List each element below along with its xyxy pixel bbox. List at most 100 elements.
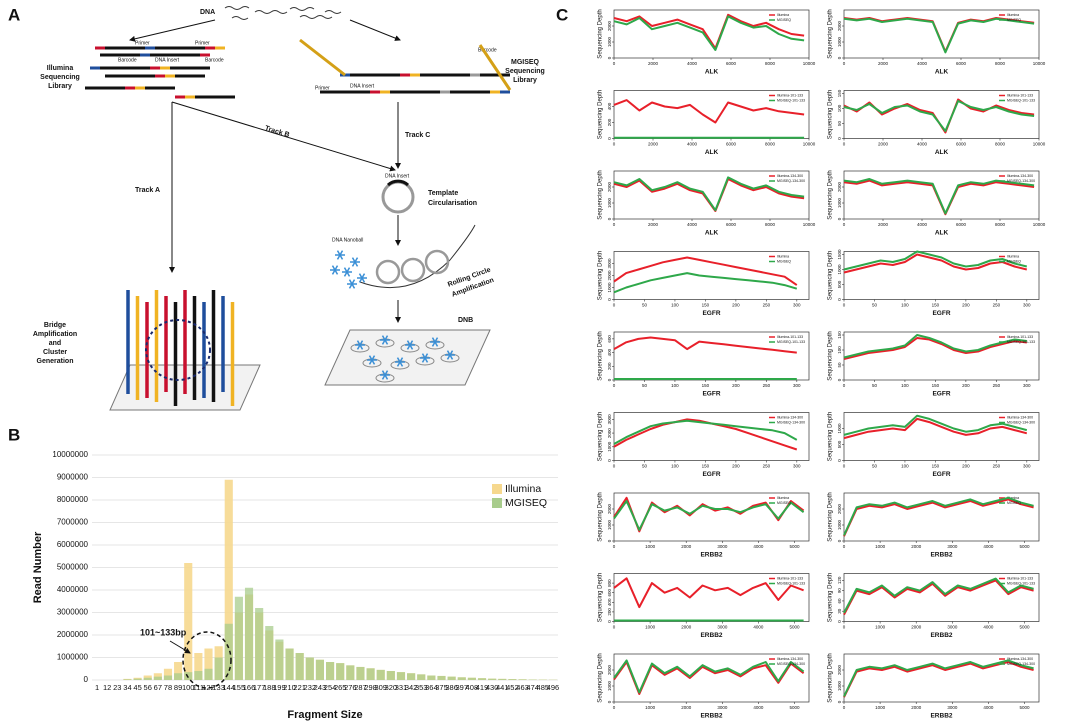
x-tick-label: 364 (425, 683, 438, 692)
x-tick-label: 210 (283, 683, 296, 692)
primer-label: Primer (315, 85, 330, 91)
y-tick-label: 30 (837, 608, 842, 614)
insert-arc (387, 179, 409, 187)
x-tick-label: 8000 (995, 142, 1006, 147)
x-tick-label: 5000 (1020, 544, 1031, 549)
x-tick-label: 4000 (687, 142, 698, 147)
x-tick-label: 1000 (875, 705, 886, 710)
cluster-ring (145, 319, 211, 381)
y-tick-label: 90 (837, 588, 842, 594)
series-line (843, 17, 1035, 54)
bar (244, 587, 254, 680)
x-tick-label: 0 (613, 303, 616, 308)
diagram: A B C DNA Primer Primer Barcode Barcode … (8, 5, 568, 444)
y-tick-label: 600 (607, 335, 612, 343)
y-tick-label: 0 (607, 700, 612, 703)
insert-label: DNA Insert (385, 173, 410, 179)
x-tick-label: 8000 (765, 61, 776, 66)
y-tick-label: 200 (607, 362, 612, 370)
y-tick-label: 4000000 (57, 585, 89, 594)
legend-label: Illumina-101-133 (777, 93, 803, 97)
series-line (843, 337, 1027, 360)
x-tick-label: 5000 (790, 625, 801, 630)
x-axis-label: ERBB2 (700, 632, 722, 639)
x-tick-label: 2000 (648, 142, 659, 147)
x-tick-label: 150 (932, 464, 940, 469)
y-tick-label: 1000 (607, 441, 612, 452)
x-tick-label: 8000 (995, 61, 1006, 66)
bar (204, 668, 213, 680)
bar (417, 674, 426, 680)
y-tick-label: 2000 (837, 664, 842, 675)
x-tick-label: 485 (537, 683, 550, 692)
x-tick-label: 200 (732, 464, 740, 469)
bar (204, 648, 213, 680)
y-axis-label: Sequencing Depth (828, 653, 834, 702)
series-line (843, 334, 1027, 359)
x-tick-label: 10000 (1033, 61, 1046, 66)
x-tick-label: 2000 (681, 625, 692, 630)
x-tick-label: 375 (435, 683, 448, 692)
x-tick-label: 10000 (1033, 142, 1046, 147)
bar (336, 663, 345, 680)
x-tick-label: 200 (732, 303, 740, 308)
bar (305, 657, 314, 680)
legend-label: MGISEQ (505, 497, 547, 509)
x-axis-label: ALK (705, 69, 719, 76)
y-tick-label: 2000 (837, 20, 842, 31)
x-tick-label: 6000 (726, 142, 737, 147)
y-tick-label: 1000000 (57, 653, 89, 662)
y-tick-label: 9000000 (57, 473, 89, 482)
bar (488, 678, 497, 680)
x-tick-label: 67 (154, 683, 162, 692)
x-axis-label: ALK (935, 69, 949, 76)
y-tick-label: 3000 (607, 414, 612, 425)
x-tick-label: 1000 (645, 705, 656, 710)
x-tick-label: 50 (872, 303, 878, 308)
x-tick-label: 3000 (717, 625, 728, 630)
series-line (843, 498, 1034, 537)
x-tick-label: 250 (993, 464, 1001, 469)
library-label: Sequencing (40, 74, 80, 81)
bar (346, 665, 355, 680)
plot-frame (843, 331, 1040, 381)
x-tick-label: 5000 (1020, 705, 1031, 710)
x-tick-label: 452 (506, 683, 519, 692)
bar (224, 623, 233, 680)
x-tick-label: 300 (793, 464, 801, 469)
y-tick-label: 150 (837, 331, 842, 339)
x-tick-label: 331 (395, 683, 408, 692)
plot-frame (613, 170, 810, 220)
bridge-bars (126, 290, 235, 406)
y-axis-label: Read Number (32, 531, 44, 603)
y-tick-label: 1000 (837, 264, 842, 275)
legend-label: MGISEQ-101-133 (777, 340, 805, 344)
x-tick-label: 0 (843, 544, 846, 549)
x-tick-label: 0 (843, 142, 846, 147)
x-tick-label: 1 (95, 683, 99, 692)
step-label: and (49, 340, 61, 347)
legend-label: Illumina-134-300 (777, 174, 803, 178)
x-tick-label: 1000 (645, 544, 656, 549)
y-tick-label: 3000000 (57, 608, 89, 617)
charts: 0100000020000003000000400000050000006000… (32, 9, 1046, 721)
y-tick-label: 0 (607, 217, 612, 220)
flow-cell (324, 329, 491, 386)
track-label: Track B (264, 125, 290, 139)
x-tick-label: 200 (962, 464, 970, 469)
y-axis-label: Sequencing Depth (828, 331, 834, 380)
x-axis-label: EGFR (932, 391, 950, 398)
y-tick-label: 0 (607, 539, 612, 542)
x-tick-label: 353 (415, 683, 428, 692)
step-label: Template (428, 190, 458, 197)
x-tick-label: 5000 (1020, 625, 1031, 630)
x-tick-label: 8000 (765, 222, 776, 227)
x-tick-label: 474 (526, 683, 539, 692)
x-tick-label: 188 (263, 683, 276, 692)
insert-label: DNA Insert (350, 83, 375, 89)
series-line (613, 99, 805, 124)
annotation-arrow (169, 640, 191, 654)
plot-frame (843, 653, 1040, 703)
primer-label: Primer (195, 40, 210, 46)
